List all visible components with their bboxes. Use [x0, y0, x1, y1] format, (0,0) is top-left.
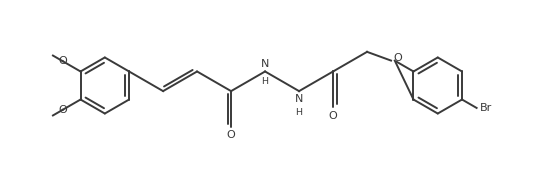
Text: O: O [58, 105, 67, 115]
Text: N: N [261, 59, 269, 69]
Text: O: O [394, 53, 402, 63]
Text: O: O [227, 130, 236, 140]
Text: H: H [262, 77, 269, 86]
Text: O: O [58, 56, 67, 66]
Text: O: O [329, 111, 337, 121]
Text: N: N [295, 94, 303, 104]
Text: H: H [296, 108, 303, 117]
Text: Br: Br [479, 103, 491, 113]
